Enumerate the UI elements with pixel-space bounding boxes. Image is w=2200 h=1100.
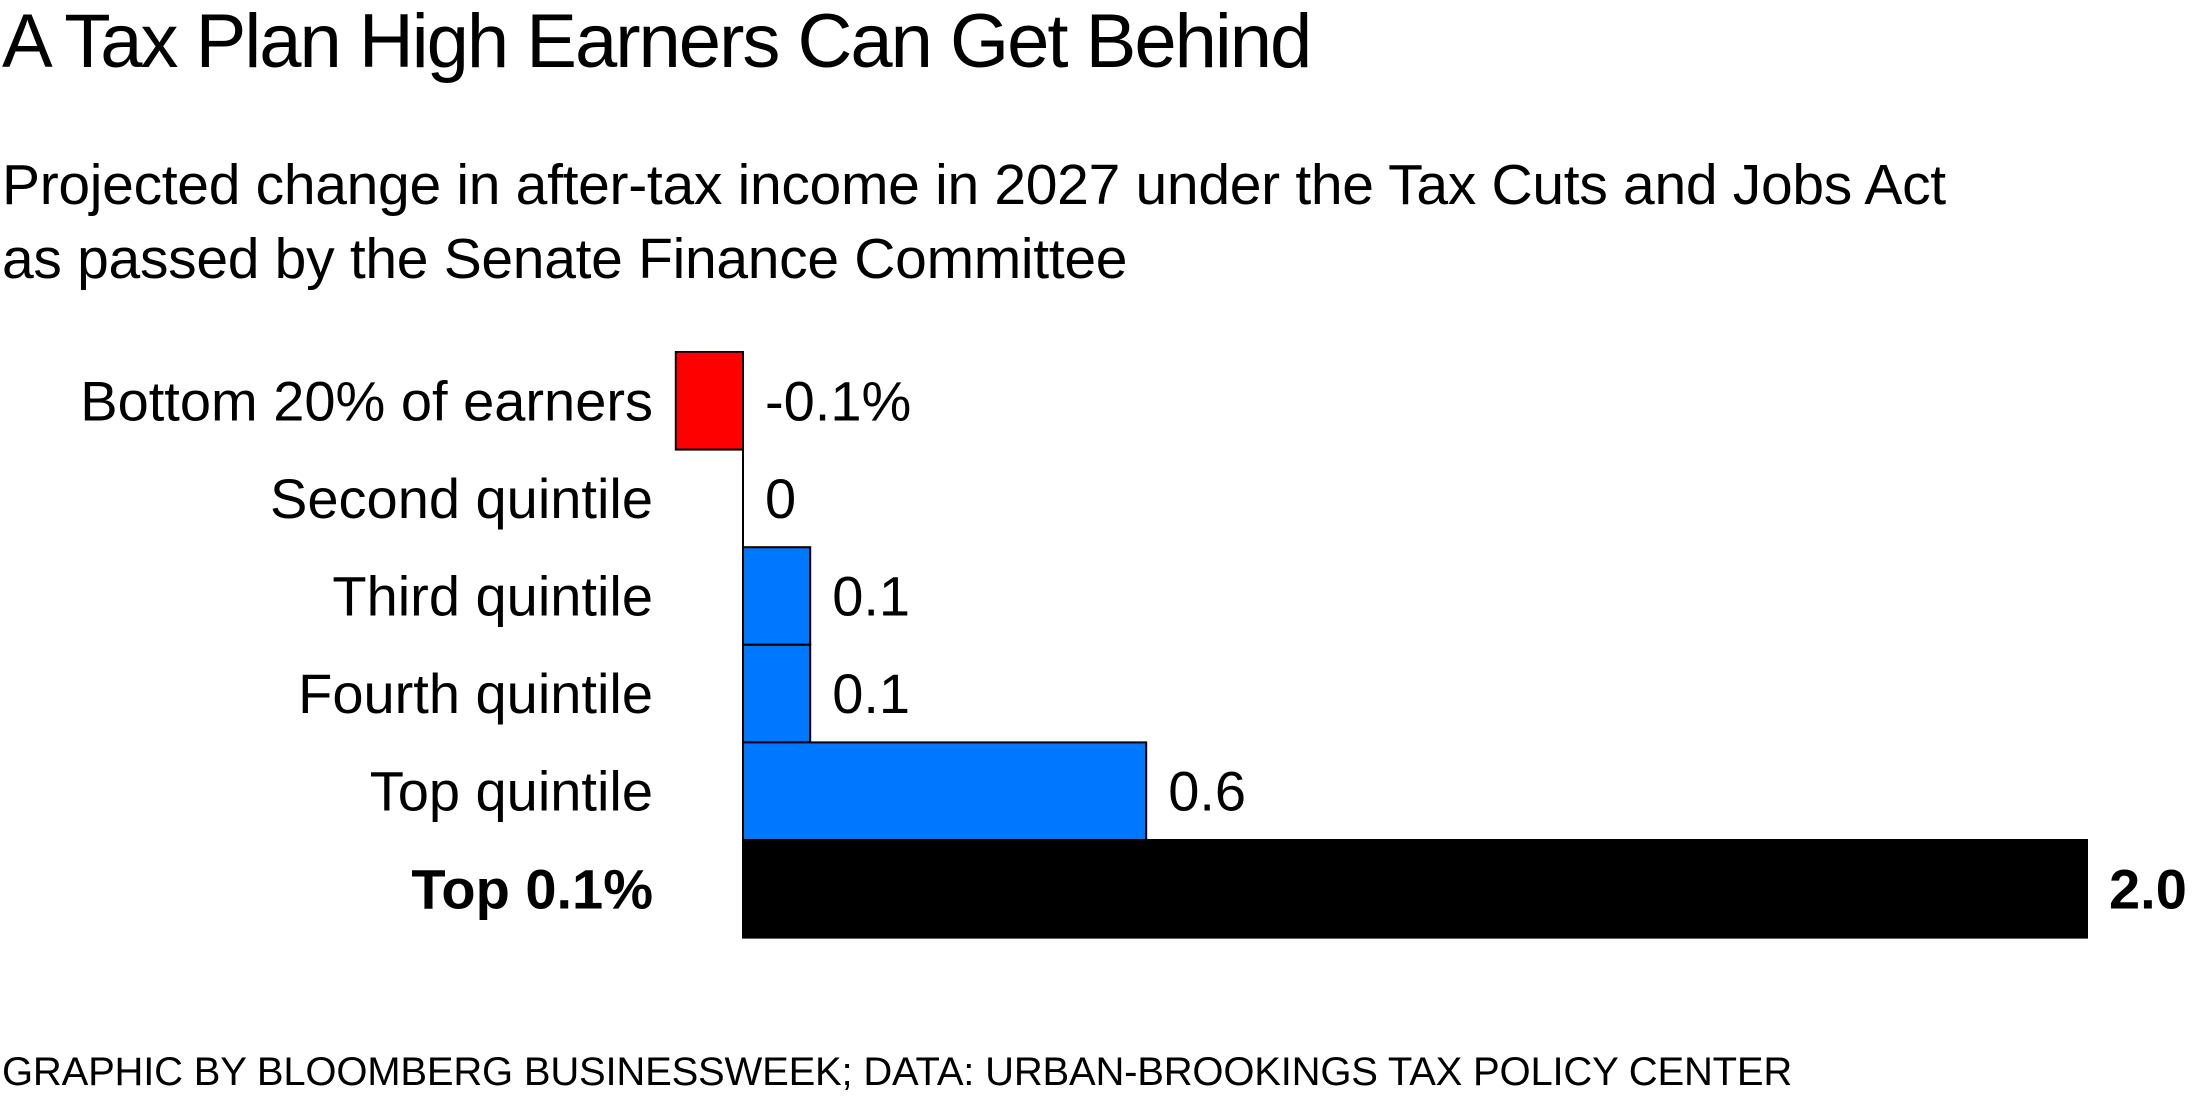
source-note: GRAPHIC BY BLOOMBERG BUSINESSWEEK; DATA:… [2, 1050, 1793, 1094]
bar-fourth-quintile [742, 643, 812, 744]
value-label-second-quintile: 0 [765, 467, 796, 530]
category-label-bottom-20pct-of-earners: Bottom 20% of earners [80, 369, 653, 432]
chart-subtitle: Projected change in after-tax income in … [2, 148, 2192, 296]
bar-top-0-1pct [742, 839, 2088, 939]
value-label-bottom-20pct-of-earners: -0.1% [765, 369, 911, 432]
category-label-fourth-quintile: Fourth quintile [298, 662, 653, 725]
bar-chart: Bottom 20% of earners -0.1% Second quintil… [80, 351, 2187, 939]
value-label-top-0-1pct: 2.0 [2109, 857, 2187, 920]
category-label-top-quintile: Top quintile [370, 760, 653, 823]
bar-bottom-20pct-of-earners [674, 351, 744, 451]
value-label-third-quintile: 0.1 [832, 565, 910, 628]
category-label-third-quintile: Third quintile [332, 565, 653, 628]
chart-title: A Tax Plan High Earners Can Get Behind [2, 0, 1312, 84]
chart-subtitle-line-1: Projected change in after-tax income in … [2, 153, 1946, 217]
bars-layer [674, 351, 2088, 939]
bar-third-quintile [742, 546, 812, 646]
value-label-fourth-quintile: 0.1 [832, 662, 910, 725]
value-label-top-quintile: 0.6 [1168, 760, 1246, 823]
labels-layer: Bottom 20% of earners -0.1% Second quintil… [80, 369, 2187, 920]
bar-top-quintile [742, 741, 1148, 842]
category-label-top-0-1pct: Top 0.1% [411, 857, 653, 920]
chart-subtitle-line-2: as passed by the Senate Finance Committe… [2, 227, 1128, 291]
category-label-second-quintile: Second quintile [270, 467, 653, 530]
